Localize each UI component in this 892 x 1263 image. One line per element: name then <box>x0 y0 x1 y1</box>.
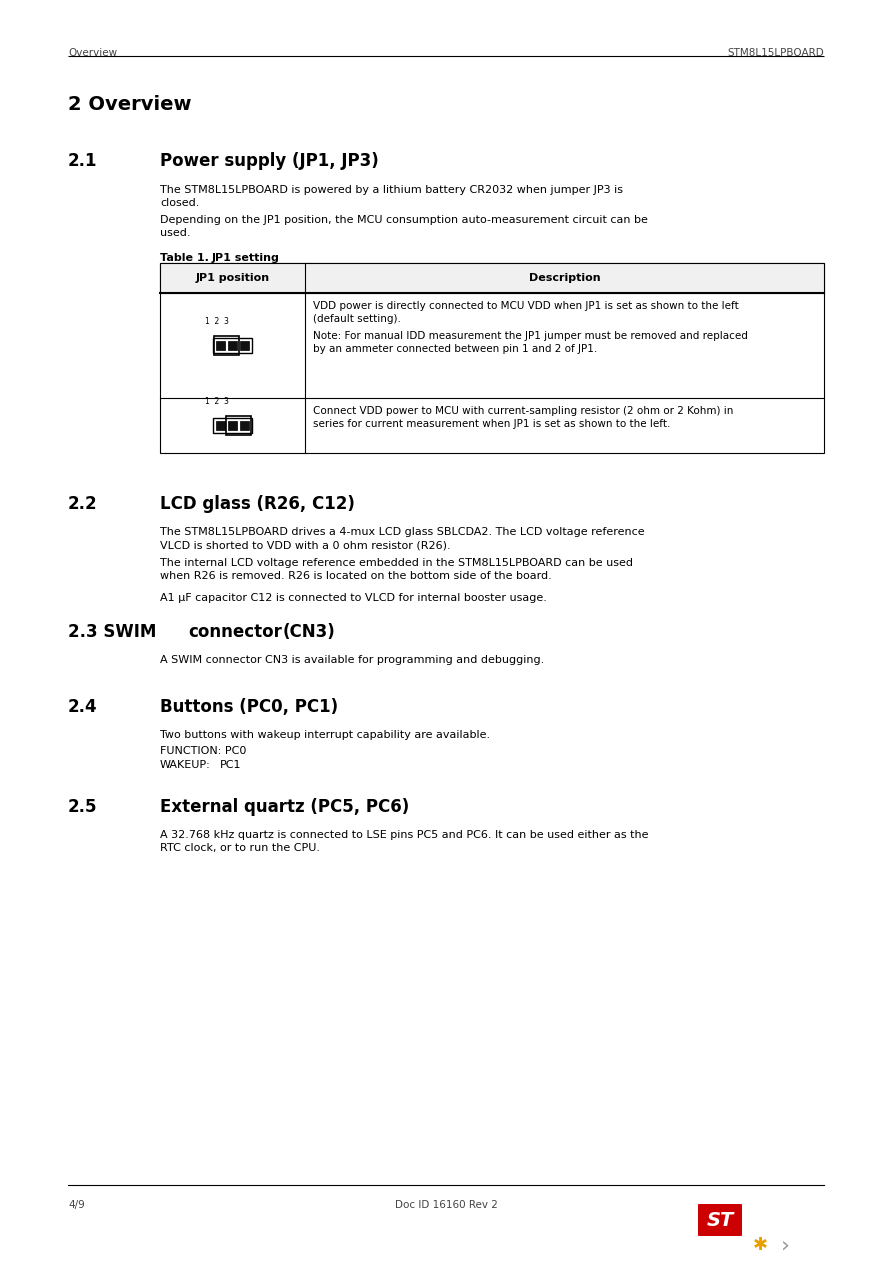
Text: Power supply (JP1, JP3): Power supply (JP1, JP3) <box>160 152 379 171</box>
Text: 1  2  3: 1 2 3 <box>204 317 228 326</box>
Bar <box>228 341 237 350</box>
Text: A1 μF capacitor C12 is connected to VLCD for internal booster usage.: A1 μF capacitor C12 is connected to VLCD… <box>160 594 547 602</box>
Text: 4/9: 4/9 <box>68 1200 85 1210</box>
Text: Overview: Overview <box>68 48 117 58</box>
Text: A 32.768 kHz quartz is connected to LSE pins PC5 and PC6. It can be used either : A 32.768 kHz quartz is connected to LSE … <box>160 830 648 840</box>
Text: Buttons (PC0, PC1): Buttons (PC0, PC1) <box>160 698 338 716</box>
Text: PC1: PC1 <box>220 760 242 770</box>
Text: Note: For manual IDD measurement the JP1 jumper must be removed and replaced: Note: For manual IDD measurement the JP1… <box>313 331 747 341</box>
Text: ST: ST <box>706 1210 733 1229</box>
Text: The STM8L15LPBOARD drives a 4-mux LCD glass SBLCDA2. The LCD voltage reference: The STM8L15LPBOARD drives a 4-mux LCD gl… <box>160 527 645 537</box>
FancyBboxPatch shape <box>698 1204 742 1236</box>
Text: 2 Overview: 2 Overview <box>68 95 192 114</box>
Text: 2.1: 2.1 <box>68 152 97 171</box>
Text: External quartz (PC5, PC6): External quartz (PC5, PC6) <box>160 798 409 816</box>
Text: Two buttons with wakeup interrupt capability are available.: Two buttons with wakeup interrupt capabi… <box>160 730 490 740</box>
Text: connector: connector <box>188 623 282 642</box>
Bar <box>240 341 249 350</box>
Text: RTC clock, or to run the CPU.: RTC clock, or to run the CPU. <box>160 842 320 853</box>
Text: Table 1.: Table 1. <box>160 253 209 263</box>
Bar <box>240 421 249 429</box>
Text: 2.3 SWIM: 2.3 SWIM <box>68 623 156 642</box>
Text: FUNCTION: PC0: FUNCTION: PC0 <box>160 746 246 757</box>
Bar <box>213 418 252 433</box>
Text: ›: › <box>780 1235 789 1255</box>
Text: series for current measurement when JP1 is set as shown to the left.: series for current measurement when JP1 … <box>313 419 671 429</box>
Text: Description: Description <box>529 273 600 283</box>
Text: JP1 position: JP1 position <box>195 273 269 283</box>
Text: STM8L15LPBOARD: STM8L15LPBOARD <box>727 48 824 58</box>
Text: Connect VDD power to MCU with current-sampling resistor (2 ohm or 2 Kohm) in: Connect VDD power to MCU with current-sa… <box>313 405 733 416</box>
Text: ✱: ✱ <box>753 1236 767 1254</box>
Text: 2.4: 2.4 <box>68 698 97 716</box>
Text: (CN3): (CN3) <box>283 623 335 642</box>
Text: VLCD is shorted to VDD with a 0 ohm resistor (R26).: VLCD is shorted to VDD with a 0 ohm resi… <box>160 541 450 549</box>
Text: (default setting).: (default setting). <box>313 314 401 325</box>
Text: by an ammeter connected between pin 1 and 2 of JP1.: by an ammeter connected between pin 1 an… <box>313 344 598 354</box>
Text: Depending on the JP1 position, the MCU consumption auto-measurement circuit can : Depending on the JP1 position, the MCU c… <box>160 215 648 239</box>
Bar <box>214 336 239 355</box>
Bar <box>160 263 824 293</box>
Bar <box>216 421 225 429</box>
Bar <box>228 421 237 429</box>
Text: LCD glass (R26, C12): LCD glass (R26, C12) <box>160 495 355 513</box>
Text: 1  2  3: 1 2 3 <box>204 397 228 405</box>
Text: 2.5: 2.5 <box>68 798 97 816</box>
Text: Doc ID 16160 Rev 2: Doc ID 16160 Rev 2 <box>394 1200 498 1210</box>
Text: JP1 setting: JP1 setting <box>212 253 280 263</box>
Text: 2.2: 2.2 <box>68 495 97 513</box>
Text: The STM8L15LPBOARD is powered by a lithium battery CR2032 when jumper JP3 is
clo: The STM8L15LPBOARD is powered by a lithi… <box>160 184 623 208</box>
Text: when R26 is removed. R26 is located on the bottom side of the board.: when R26 is removed. R26 is located on t… <box>160 571 552 581</box>
Text: VDD power is directly connected to MCU VDD when JP1 is set as shown to the left: VDD power is directly connected to MCU V… <box>313 301 739 311</box>
Text: A SWIM connector CN3 is available for programming and debugging.: A SWIM connector CN3 is available for pr… <box>160 655 544 666</box>
Bar <box>226 416 251 434</box>
Bar <box>213 338 252 352</box>
Bar <box>216 341 225 350</box>
Bar <box>160 263 824 453</box>
Text: The internal LCD voltage reference embedded in the STM8L15LPBOARD can be used: The internal LCD voltage reference embed… <box>160 558 633 568</box>
Text: WAKEUP:: WAKEUP: <box>160 760 211 770</box>
